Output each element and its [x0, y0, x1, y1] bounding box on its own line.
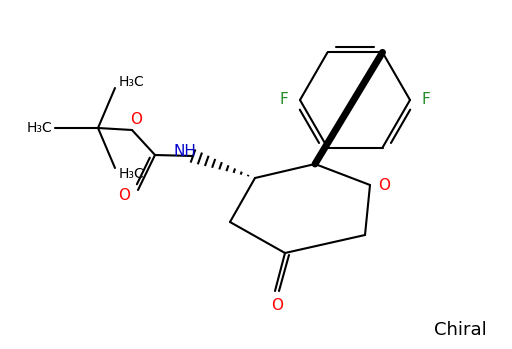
Text: NH: NH	[174, 144, 197, 159]
Text: H₃C: H₃C	[26, 121, 52, 135]
Text: O: O	[271, 297, 283, 312]
Text: O: O	[378, 178, 390, 193]
Text: O: O	[118, 188, 130, 203]
Text: F: F	[280, 92, 288, 107]
Text: H₃C: H₃C	[118, 167, 144, 181]
Text: Chiral: Chiral	[434, 321, 486, 339]
Text: H₃C: H₃C	[118, 75, 144, 89]
Text: F: F	[421, 92, 431, 107]
Text: O: O	[130, 112, 142, 127]
